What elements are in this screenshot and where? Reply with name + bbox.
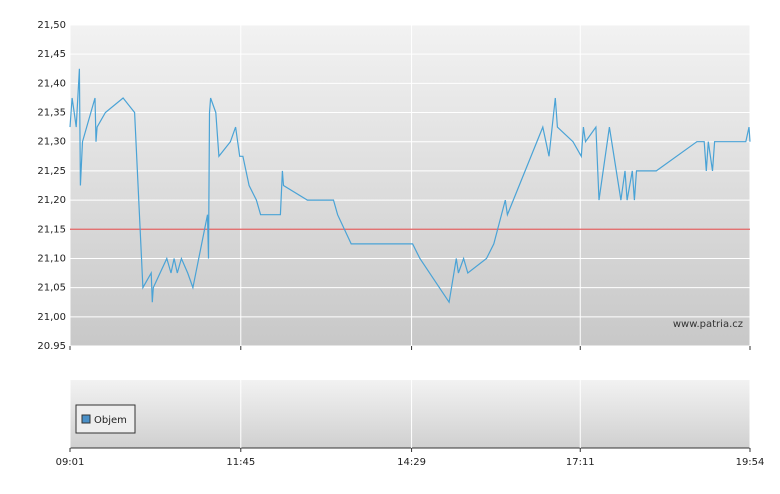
legend-label: Objem [94, 415, 127, 426]
y-tick-label: 20.95 [37, 341, 66, 352]
y-tick-label: 21,15 [37, 224, 66, 235]
y-tick-label: 21,20 [37, 195, 66, 206]
y-tick-label: 21,45 [37, 49, 66, 60]
volume-area [70, 380, 750, 448]
legend-swatch [81, 414, 91, 424]
y-tick-label: 21,00 [37, 312, 66, 323]
plot-area [70, 25, 750, 346]
y-tick-label: 21,30 [37, 137, 66, 148]
y-tick-label: 21,05 [37, 283, 66, 294]
x-tick-label: 17:11 [566, 457, 595, 468]
x-tick-label: 11:45 [226, 457, 255, 468]
y-tick-label: 21,50 [37, 20, 66, 31]
y-tick-label: 21,40 [37, 78, 66, 89]
x-tick-label: 19:54 [736, 457, 765, 468]
y-tick-label: 21,25 [37, 166, 66, 177]
x-tick-label: 14:29 [397, 457, 426, 468]
price-line [69, 68, 751, 304]
watermark: www.patria.cz [673, 319, 743, 330]
y-tick-label: 21,10 [37, 253, 66, 264]
x-tick-label: 09:01 [56, 457, 85, 468]
y-tick-label: 21,35 [37, 108, 66, 119]
